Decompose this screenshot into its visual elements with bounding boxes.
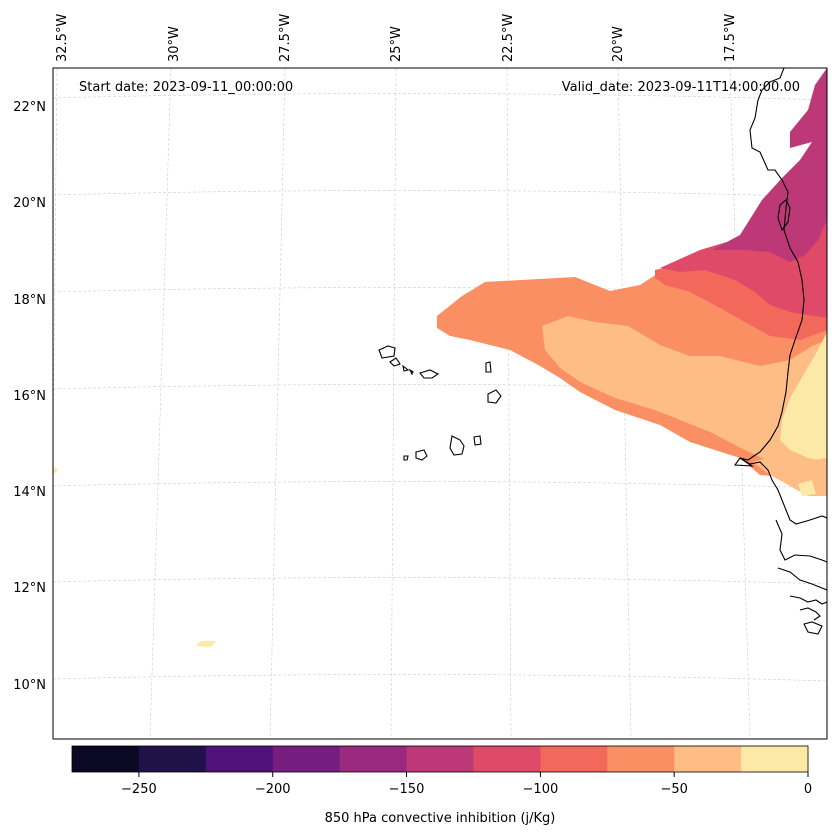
colorbar-tick-label: −250 — [121, 782, 157, 797]
graticule — [53, 68, 827, 739]
lon-label: 20°W — [611, 26, 626, 62]
coastline — [733, 68, 827, 635]
cin-patch — [798, 480, 816, 496]
cin-field — [53, 68, 827, 647]
lat-label: 18°N — [13, 293, 46, 308]
colorbar-tick-label: −100 — [523, 782, 559, 797]
lon-label: 32.5°W — [55, 14, 70, 62]
lat-label: 22°N — [13, 100, 46, 115]
lat-label: 12°N — [13, 581, 46, 596]
cin-contour-m25-0 — [780, 332, 827, 462]
colorbar-swatch — [473, 746, 541, 772]
lon-label: 17.5°W — [723, 14, 738, 62]
colorbar-swatch — [72, 746, 140, 772]
latitude-labels: 22°N 20°N 18°N 16°N 14°N 12°N 10°N — [13, 100, 46, 693]
colorbar-swatches — [72, 746, 809, 772]
colorbar-swatch — [741, 746, 809, 772]
colorbar-tick-label: −200 — [255, 782, 291, 797]
cin-patch — [53, 466, 58, 475]
lon-label: 27.5°W — [278, 14, 293, 62]
lat-label: 16°N — [13, 389, 46, 404]
colorbar-frame — [71, 745, 809, 773]
cin-contour-m150-m125 — [712, 68, 827, 262]
map-frame — [52, 67, 828, 740]
colorbar-tick-label: −50 — [660, 782, 687, 797]
colorbar-swatch — [138, 746, 207, 772]
lon-label: 22.5°W — [501, 14, 516, 62]
colorbar: −250 −200 −150 −100 −50 0 850 hPa convec… — [71, 745, 812, 826]
lat-label: 14°N — [13, 485, 46, 500]
cin-contour-m50-m25 — [542, 316, 827, 472]
colorbar-swatch — [339, 746, 408, 772]
colorbar-swatch — [205, 746, 274, 772]
lon-label: 30°W — [167, 26, 182, 62]
colorbar-swatch — [540, 746, 608, 772]
cin-patch — [196, 641, 216, 647]
colorbar-swatch — [607, 746, 675, 772]
colorbar-ticks — [138, 772, 809, 777]
longitude-labels: 32.5°W 30°W 27.5°W 25°W 22.5°W 20°W 17.5… — [55, 14, 738, 62]
map-panel: Start date: 2023-09-11_00:00:00 Valid_da… — [53, 68, 827, 739]
colorbar-swatch — [674, 746, 742, 772]
lon-label: 25°W — [389, 26, 404, 62]
start-date-label: Start date: 2023-09-11_00:00:00 — [79, 80, 293, 95]
islands — [378, 345, 502, 461]
valid-date-label: Valid_date: 2023-09-11T14:00:00.00 — [562, 80, 800, 95]
colorbar-tick-label: −150 — [389, 782, 425, 797]
colorbar-swatch — [272, 746, 341, 772]
lat-label: 20°N — [13, 196, 46, 211]
lat-label: 10°N — [13, 678, 46, 693]
colorbar-label: 850 hPa convective inhibition (j/Kg) — [325, 811, 556, 826]
colorbar-tick-label: 0 — [804, 782, 812, 797]
colorbar-swatch — [406, 746, 474, 772]
